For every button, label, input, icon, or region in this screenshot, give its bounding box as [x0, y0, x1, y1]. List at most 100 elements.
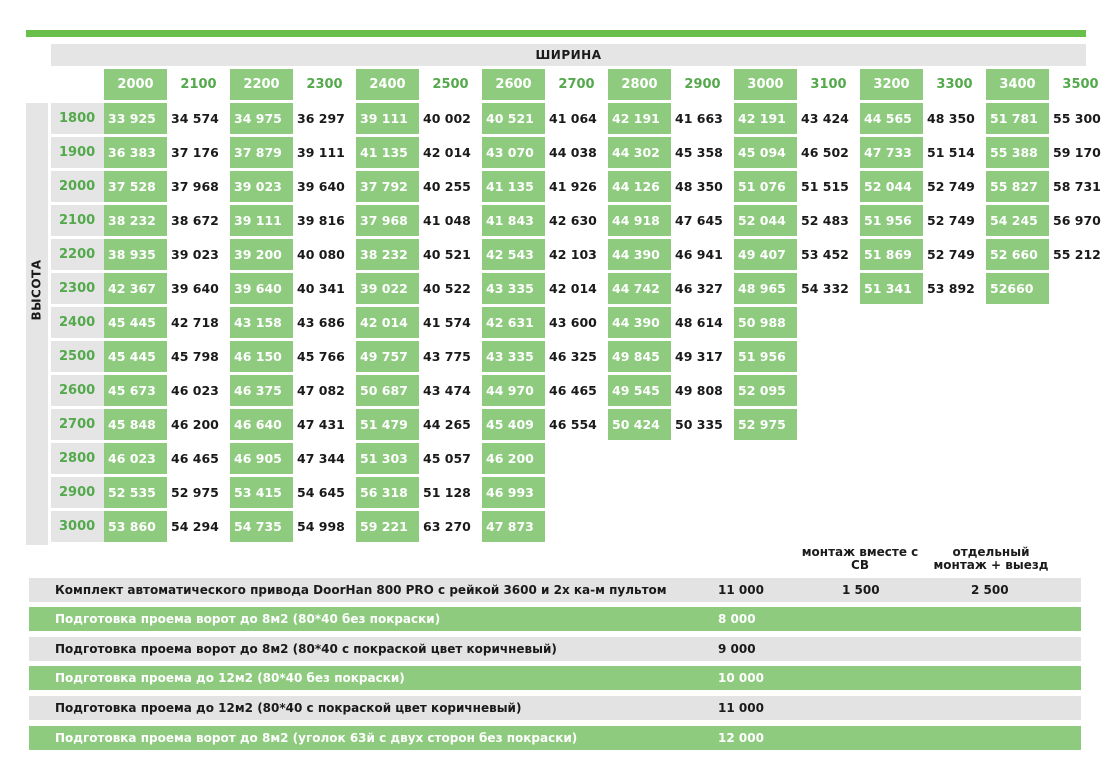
price-cell: 47 873 [482, 511, 545, 542]
price-cell: 43 775 [423, 349, 471, 364]
price-cell: 51 869 [860, 239, 923, 270]
price-cell: 37 792 [356, 171, 419, 202]
height-header-cell: 2000 [51, 171, 104, 202]
empty-cell [860, 307, 923, 338]
price-cell: 46 023 [104, 443, 167, 474]
service-description: Подготовка проема ворот до 8м2 (80*40 бе… [55, 612, 441, 626]
width-header-cell: 3300 [936, 77, 973, 92]
service-description: Подготовка проема ворот до 8м2 (80*40 с … [55, 642, 557, 656]
price-cell: 51 515 [801, 179, 849, 194]
service-price-separate: 2 500 [971, 583, 1009, 597]
price-cell: 48 614 [675, 315, 723, 330]
width-header-cell: 3400 [986, 69, 1049, 100]
height-header-cell: 2800 [51, 443, 104, 474]
service-description: Подготовка проема ворот до 8м2 (уголок 6… [55, 731, 578, 745]
empty-cell [608, 443, 671, 474]
price-cell: 51 076 [734, 171, 797, 202]
price-cell: 46 905 [230, 443, 293, 474]
height-header-cell: 3000 [51, 511, 104, 542]
price-cell: 51 341 [860, 273, 923, 304]
price-cell: 44 390 [608, 239, 671, 270]
width-header-cell: 3200 [860, 69, 923, 100]
price-cell: 46 502 [801, 145, 849, 160]
empty-cell [545, 477, 608, 508]
price-cell: 48 965 [734, 273, 797, 304]
service-row: Подготовка проема до 12м2 (80*40 с покра… [29, 696, 1081, 720]
price-cell: 49 808 [675, 383, 723, 398]
price-cell: 43 335 [482, 341, 545, 372]
service-description: Подготовка проема до 12м2 (80*40 с покра… [55, 701, 522, 715]
price-cell: 45 673 [104, 375, 167, 406]
price-cell: 47 082 [297, 383, 345, 398]
price-cell: 53 452 [801, 247, 849, 262]
price-cell: 54 332 [801, 281, 849, 296]
service-row: Подготовка проема ворот до 8м2 (80*40 с … [29, 637, 1081, 661]
price-cell: 47 344 [297, 451, 345, 466]
price-cell: 52660 [986, 273, 1049, 304]
empty-cell [923, 443, 986, 474]
empty-cell [986, 307, 1049, 338]
price-cell: 40 255 [423, 179, 471, 194]
price-cell: 50 335 [675, 417, 723, 432]
price-cell: 46 375 [230, 375, 293, 406]
price-cell: 46 150 [230, 341, 293, 372]
price-cell: 40 521 [423, 247, 471, 262]
price-cell: 43 686 [297, 315, 345, 330]
empty-cell [797, 341, 860, 372]
height-header-cell: 2400 [51, 307, 104, 338]
price-cell: 46 465 [549, 383, 597, 398]
price-cell: 52 749 [927, 179, 975, 194]
empty-cell [734, 443, 797, 474]
price-cell: 45 057 [423, 451, 471, 466]
height-header-cell: 2700 [51, 409, 104, 440]
price-cell: 46 993 [482, 477, 545, 508]
price-cell: 41 135 [482, 171, 545, 202]
price-cell: 53 860 [104, 511, 167, 542]
price-cell: 39 640 [230, 273, 293, 304]
empty-cell [923, 307, 986, 338]
price-cell: 47 431 [297, 417, 345, 432]
price-cell: 54 645 [297, 485, 345, 500]
service-price: 8 000 [718, 612, 756, 626]
price-cell: 44 742 [608, 273, 671, 304]
price-cell: 40 522 [423, 281, 471, 296]
service-row: Комплект автоматического привода DoorHan… [29, 578, 1081, 602]
width-header-cell: 2300 [306, 77, 343, 92]
price-cell: 59 170 [1053, 145, 1101, 160]
price-cell: 40 080 [297, 247, 345, 262]
price-cell: 46 023 [171, 383, 219, 398]
height-header-cell: 1800 [51, 103, 104, 134]
price-cell: 41 574 [423, 315, 471, 330]
empty-cell [923, 375, 986, 406]
height-header-cell: 2100 [51, 205, 104, 236]
price-cell: 41 064 [549, 111, 597, 126]
empty-cell [986, 443, 1049, 474]
price-cell: 46 327 [675, 281, 723, 296]
price-cell: 55 388 [986, 137, 1049, 168]
empty-cell [671, 511, 734, 542]
price-cell: 54 998 [297, 519, 345, 534]
price-cell: 38 672 [171, 213, 219, 228]
price-cell: 37 968 [356, 205, 419, 236]
price-cell: 52 483 [801, 213, 849, 228]
price-cell: 52 749 [927, 213, 975, 228]
price-cell: 45 445 [104, 341, 167, 372]
empty-cell [734, 511, 797, 542]
empty-cell [860, 477, 923, 508]
service-column-together-header: монтаж вместе с СВ [801, 545, 919, 572]
price-cell: 36 297 [297, 111, 345, 126]
empty-cell [734, 477, 797, 508]
price-cell: 42 718 [171, 315, 219, 330]
price-cell: 45 094 [734, 137, 797, 168]
width-axis-label: ШИРИНА [535, 48, 602, 62]
price-cell: 46 200 [171, 417, 219, 432]
empty-cell [797, 477, 860, 508]
price-cell: 42 191 [608, 103, 671, 134]
price-cell: 39 640 [171, 281, 219, 296]
price-cell: 45 445 [104, 307, 167, 338]
empty-cell [923, 409, 986, 440]
empty-cell [923, 477, 986, 508]
price-cell: 43 158 [230, 307, 293, 338]
price-cell: 50 687 [356, 375, 419, 406]
width-header-cell: 2500 [432, 77, 469, 92]
